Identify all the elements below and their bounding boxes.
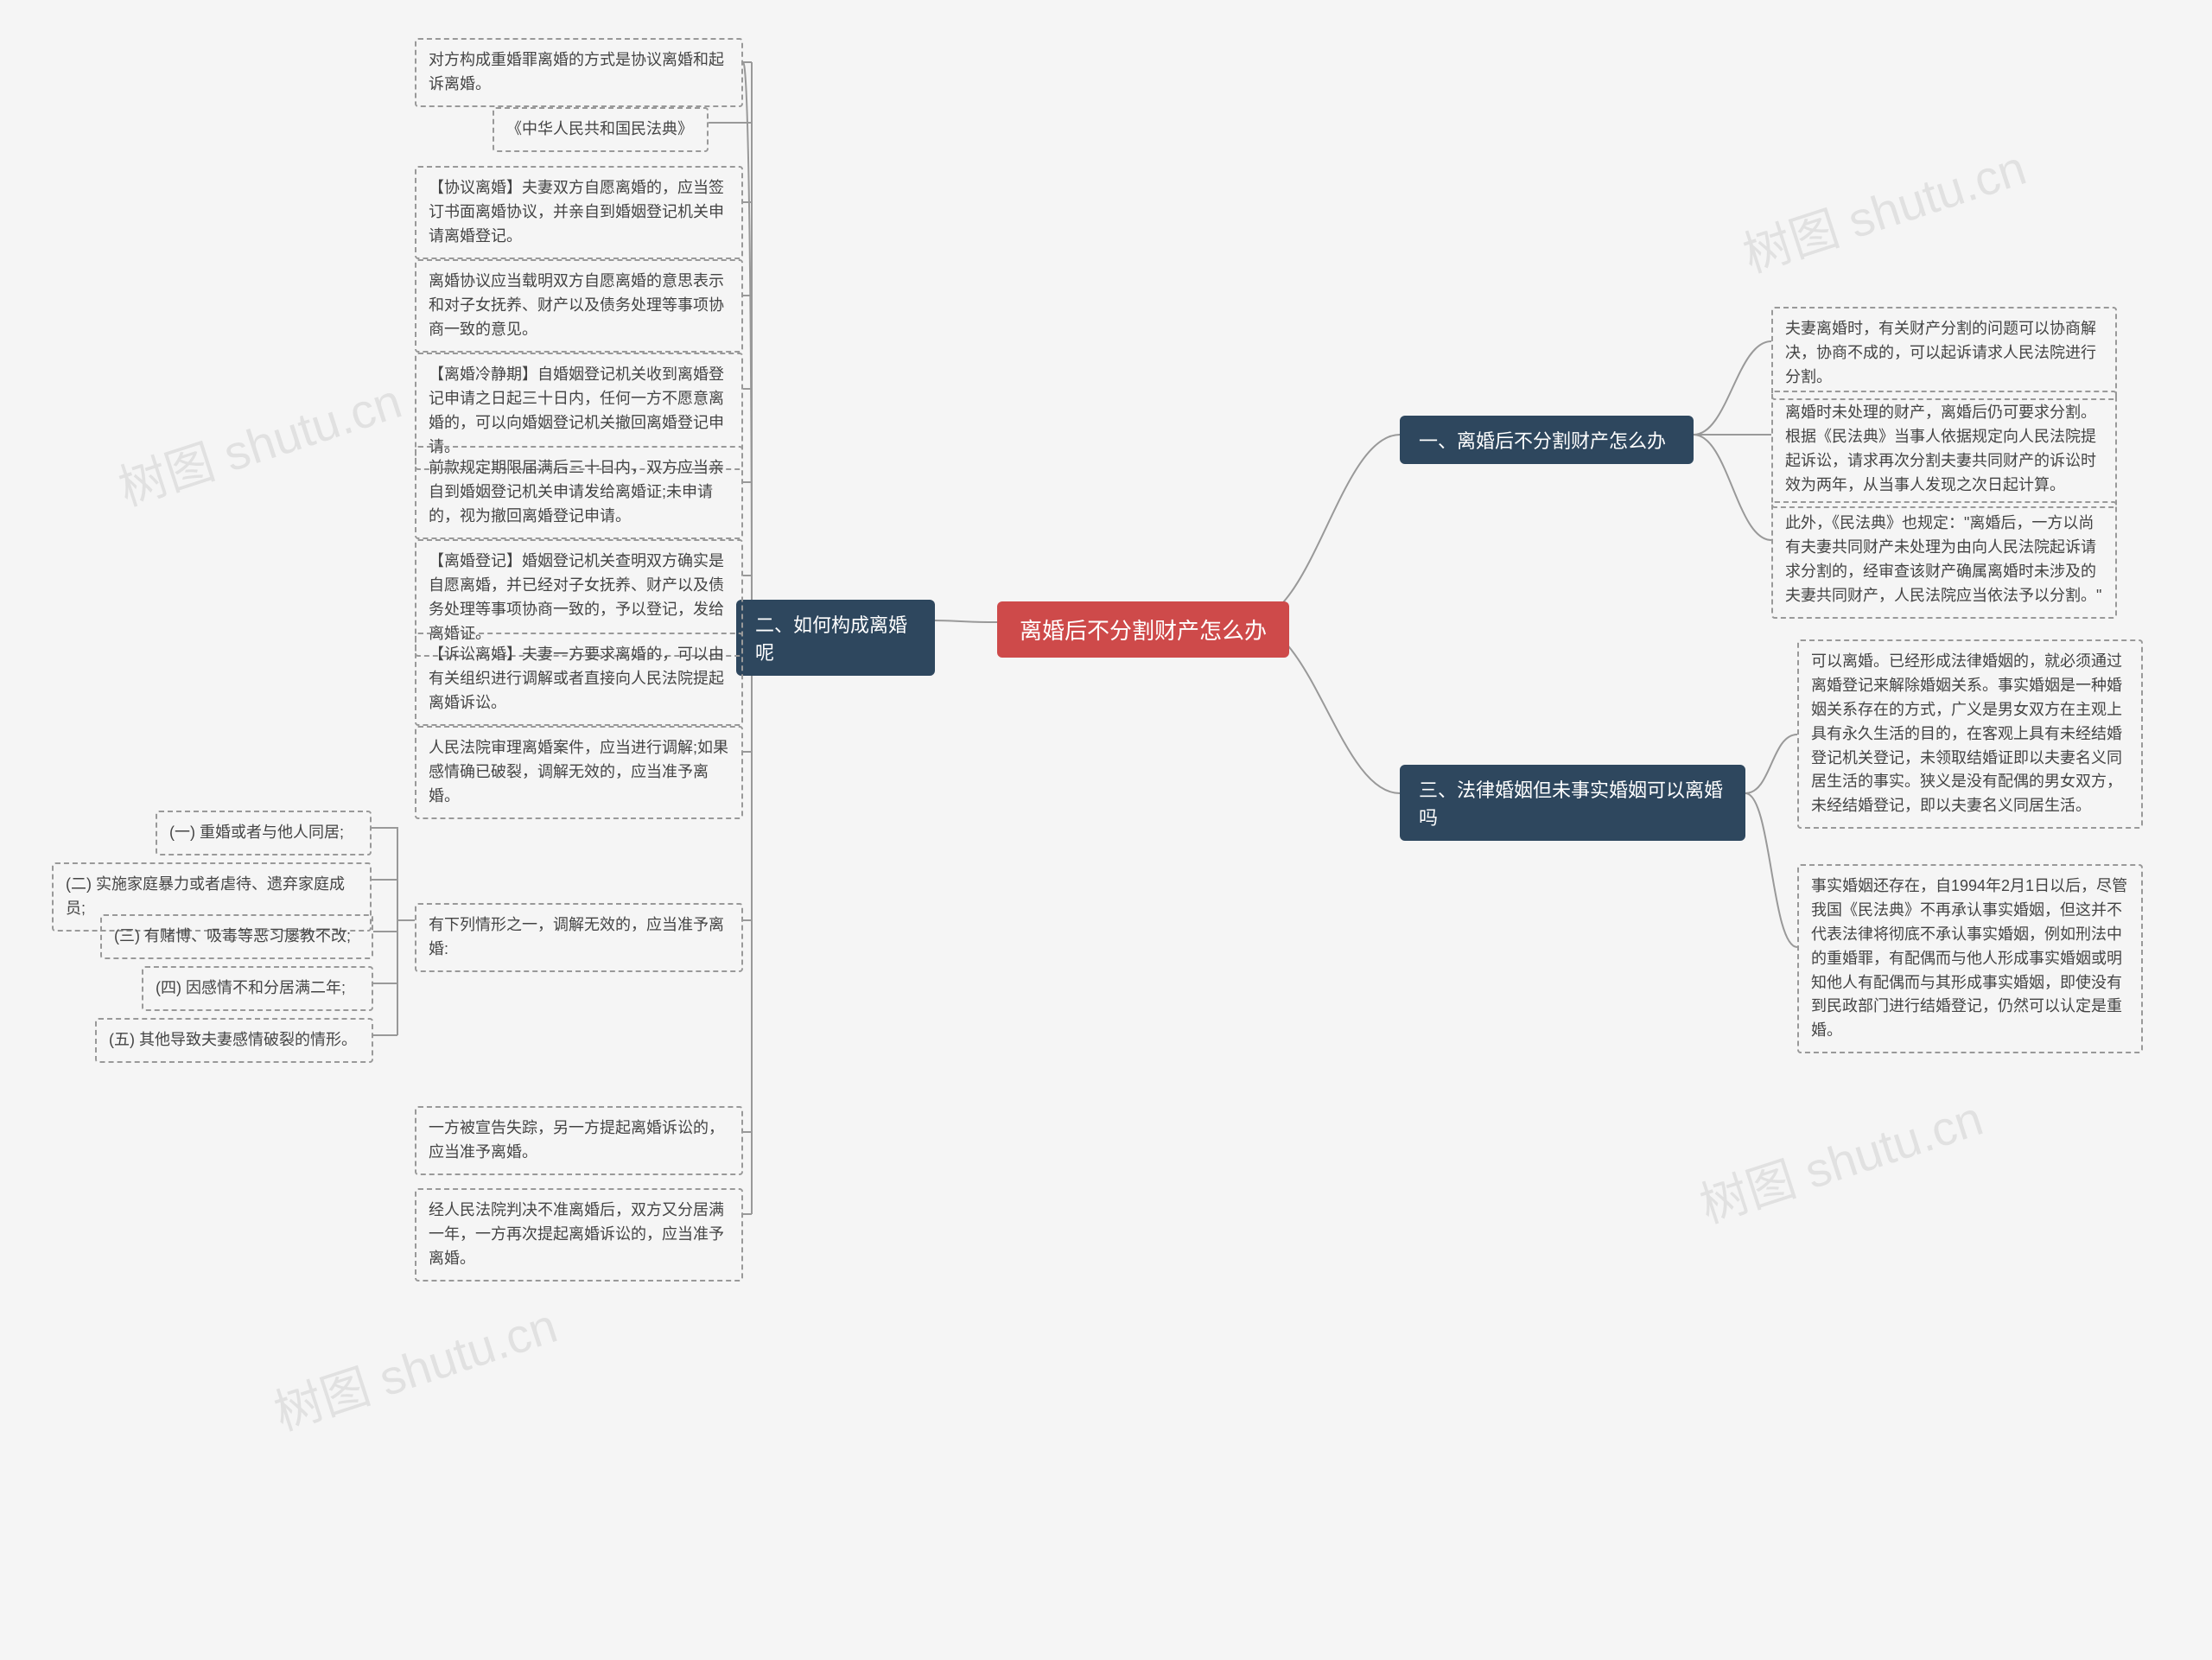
root-node[interactable]: 离婚后不分割财产怎么办 xyxy=(997,601,1289,658)
leaf-node[interactable]: 经人民法院判决不准离婚后，双方又分居满一年，一方再次提起离婚诉讼的，应当准予离婚… xyxy=(415,1188,743,1282)
leaf-node[interactable]: 离婚协议应当载明双方自愿离婚的意思表示和对子女抚养、财产以及债务处理等事项协商一… xyxy=(415,259,743,353)
leaf-node[interactable]: 此外，《民法典》也规定："离婚后，一方以尚有夫妻共同财产未处理为由向人民法院起诉… xyxy=(1771,501,2117,619)
leaf-node[interactable]: 一方被宣告失踪，另一方提起离婚诉讼的，应当准予离婚。 xyxy=(415,1106,743,1175)
leaf-node[interactable]: 【协议离婚】夫妻双方自愿离婚的，应当签订书面离婚协议，并亲自到婚姻登记机关申请离… xyxy=(415,166,743,259)
leaf-node[interactable]: 前款规定期限届满后三十日内，双方应当亲自到婚姻登记机关申请发给离婚证;未申请的，… xyxy=(415,446,743,539)
leaf-node[interactable]: 夫妻离婚时，有关财产分割的问题可以协商解决，协商不成的，可以起诉请求人民法院进行… xyxy=(1771,307,2117,400)
leaf-node[interactable]: (一) 重婚或者与他人同居; xyxy=(156,811,372,855)
leaf-node[interactable]: (三) 有赌博、吸毒等恶习屡教不改; xyxy=(100,914,373,959)
branch-node-3[interactable]: 三、法律婚姻但未事实婚姻可以离婚吗 xyxy=(1400,765,1745,841)
branch-node-2[interactable]: 二、如何构成离婚呢 xyxy=(736,600,935,676)
leaf-node[interactable]: 【诉讼离婚】夫妻一方要求离婚的，可以由有关组织进行调解或者直接向人民法院提起离婚… xyxy=(415,633,743,726)
leaf-node[interactable]: 可以离婚。已经形成法律婚姻的，就必须通过离婚登记来解除婚姻关系。事实婚姻是一种婚… xyxy=(1797,639,2143,829)
branch-node-1[interactable]: 一、离婚后不分割财产怎么办 xyxy=(1400,416,1694,464)
leaf-node[interactable]: (四) 因感情不和分居满二年; xyxy=(142,966,373,1011)
leaf-node[interactable]: 事实婚姻还存在，自1994年2月1日以后，尽管我国《民法典》不再承认事实婚姻，但… xyxy=(1797,864,2143,1053)
leaf-node[interactable]: (五) 其他导致夫妻感情破裂的情形。 xyxy=(95,1018,373,1063)
leaf-node[interactable]: 人民法院审理离婚案件，应当进行调解;如果感情确已破裂，调解无效的，应当准予离婚。 xyxy=(415,726,743,819)
leaf-node[interactable]: 《中华人民共和国民法典》 xyxy=(493,107,709,152)
leaf-node[interactable]: 离婚时未处理的财产，离婚后仍可要求分割。根据《民法典》当事人依据规定向人民法院提… xyxy=(1771,391,2117,508)
leaf-node[interactable]: 有下列情形之一，调解无效的，应当准予离婚: xyxy=(415,903,743,972)
leaf-node[interactable]: 对方构成重婚罪离婚的方式是协议离婚和起诉离婚。 xyxy=(415,38,743,107)
mindmap-canvas: 树图 shutu.cn 树图 shutu.cn 树图 shutu.cn 树图 s… xyxy=(0,0,2212,1660)
